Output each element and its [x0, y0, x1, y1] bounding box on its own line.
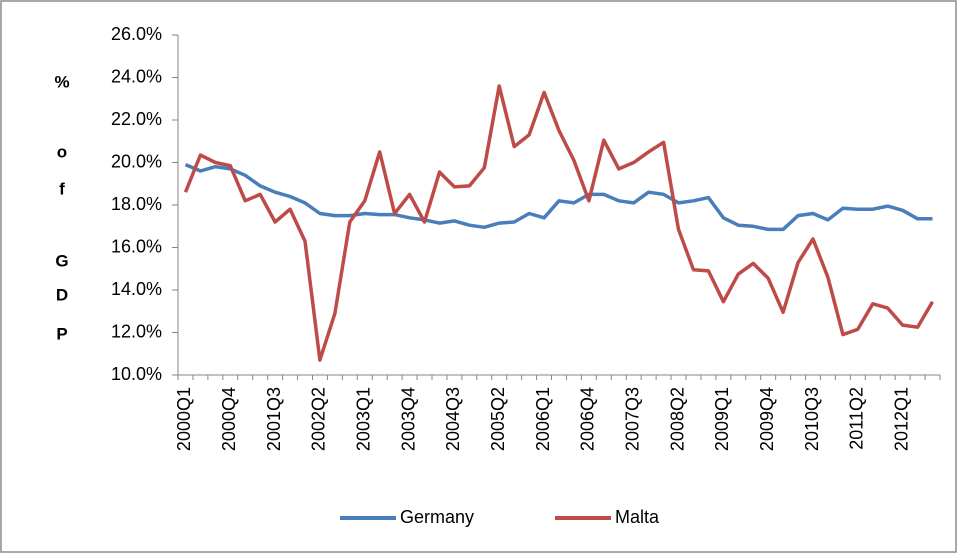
- y-axis-label: P: [56, 324, 67, 343]
- y-tick-label: 14.0%: [111, 279, 162, 299]
- y-tick-label: 26.0%: [111, 24, 162, 44]
- x-tick-label: 2009Q4: [757, 387, 777, 451]
- x-tick-label: 2002Q2: [309, 387, 329, 451]
- y-tick-label: 22.0%: [111, 109, 162, 129]
- series-line: [184, 162, 933, 232]
- x-tick-label: 2004Q3: [443, 387, 463, 451]
- y-axis-label: G: [55, 251, 68, 270]
- y-axis-label: D: [56, 285, 68, 304]
- series-line: [183, 84, 935, 362]
- y-tick-label: 16.0%: [111, 236, 162, 256]
- x-tick-label: 2009Q1: [712, 387, 732, 451]
- x-tick-label: 2003Q4: [398, 387, 418, 451]
- x-tick-label: 2006Q1: [533, 387, 553, 451]
- x-tick-label: 2003Q1: [354, 387, 374, 451]
- y-axis-label: o: [57, 142, 67, 161]
- x-tick-label: 2000Q4: [219, 387, 239, 451]
- x-tick-label: 2011Q2: [847, 387, 867, 450]
- y-axis-label: %: [54, 72, 69, 91]
- y-axis-label: f: [59, 179, 65, 198]
- y-tick-label: 18.0%: [111, 194, 162, 214]
- y-tick-label: 12.0%: [111, 321, 162, 341]
- x-tick-label: 2006Q4: [578, 387, 598, 451]
- x-tick-label: 2010Q3: [802, 387, 822, 451]
- x-tick-label: 2007Q3: [622, 387, 642, 451]
- legend-label: Germany: [400, 507, 474, 527]
- x-tick-label: 2000Q1: [174, 387, 194, 451]
- y-tick-label: 24.0%: [111, 66, 162, 86]
- y-tick-label: 10.0%: [111, 364, 162, 384]
- x-tick-label: 2008Q2: [667, 387, 687, 451]
- x-tick-label: 2001Q3: [264, 387, 284, 451]
- x-tick-label: 2005Q2: [488, 387, 508, 451]
- x-tick-label: 2012Q1: [891, 387, 911, 451]
- y-tick-label: 20.0%: [111, 151, 162, 171]
- legend-label: Malta: [615, 507, 660, 527]
